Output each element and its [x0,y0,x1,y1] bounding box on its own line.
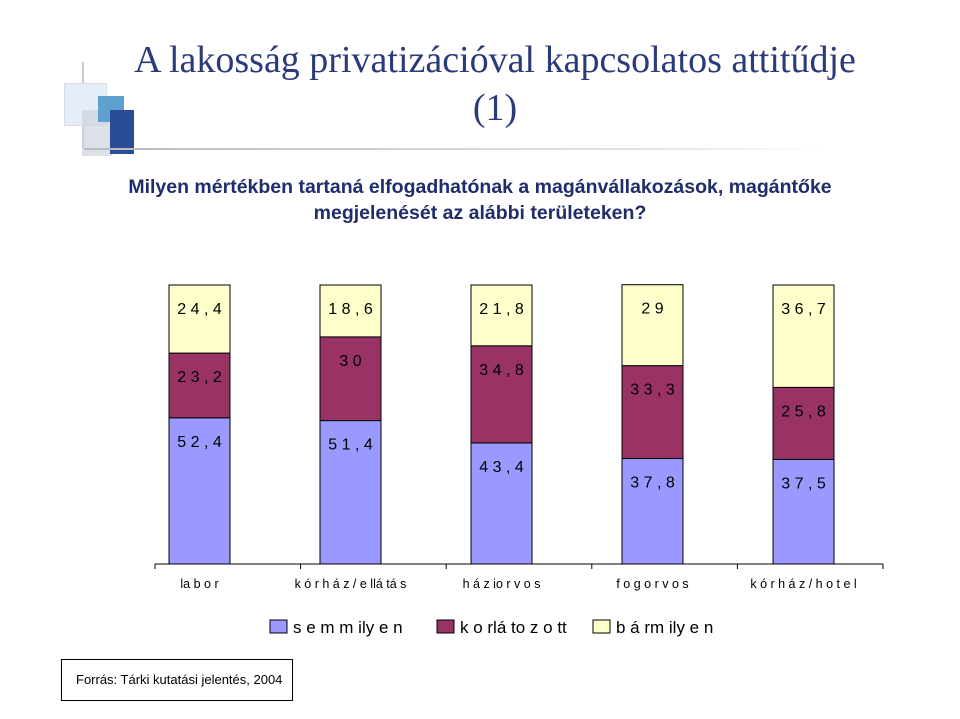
legend-swatch-bármilyen [592,619,611,634]
data-label: 2 5 , 8 [781,403,826,420]
x-tick-label: k ó r h á z / e llá tá s [295,577,407,591]
data-label: 1 8 , 6 [328,301,373,318]
x-tick-label: k ó r h á z / h o t e l [750,577,856,591]
bar-bármilyen-0 [168,284,231,354]
bar-korlátozott-0 [168,352,231,419]
slide-title: A lakosság privatizációval kapcsolatos a… [134,39,856,129]
data-label: 2 1 , 8 [479,301,524,318]
source-note: Forrás: Tárki kutatási jelentés, 2004 [61,659,293,701]
bar-korlátozott-3 [621,365,684,460]
bar-korlátozott-1 [319,336,382,422]
data-label: 2 9 [641,301,663,318]
bar-semmilyen-1 [319,420,382,565]
data-label: 5 2 , 4 [177,434,222,451]
data-label: 3 6 , 7 [781,301,826,318]
data-label: 3 4 , 8 [479,362,524,379]
bar-bármilyen-4 [772,284,835,388]
bar-korlátozott-4 [772,386,835,460]
x-tick-label: h á z io r v o s [463,577,541,591]
data-label: 5 1 , 4 [328,437,373,454]
bar-bármilyen-2 [470,284,533,347]
data-label: 3 0 [339,353,361,370]
legend-label-semmilyen: s e m m ily e n [293,618,403,637]
bar-bármilyen-3 [621,284,684,367]
data-label: 2 4 , 4 [177,301,222,318]
x-tick-label: f o g o r v o s [616,577,688,591]
legend-swatch-semmilyen [269,619,288,634]
data-label: 2 3 , 2 [177,369,222,386]
chart-question: Milyen mértékben tartaná elfogadhatónak … [128,176,832,224]
legend-label-bármilyen: b á rm ily e n [616,618,713,637]
bar-semmilyen-0 [168,417,231,565]
bar-bármilyen-1 [319,284,382,338]
data-label: 3 7 , 8 [630,475,675,492]
data-label: 3 3 , 3 [630,382,675,399]
data-label: 3 7 , 5 [781,475,826,492]
decorative-square [110,110,134,154]
x-tick-label: la b o r [180,577,218,591]
title-underline [84,148,824,150]
bar-semmilyen-3 [621,458,684,565]
legend-swatch-korlátozott [436,619,455,634]
bar-korlátozott-2 [470,345,533,444]
data-label: 4 3 , 4 [479,459,524,476]
bar-semmilyen-4 [772,458,835,565]
legend-label-korlátozott: k o rlá to z o tt [460,618,567,637]
